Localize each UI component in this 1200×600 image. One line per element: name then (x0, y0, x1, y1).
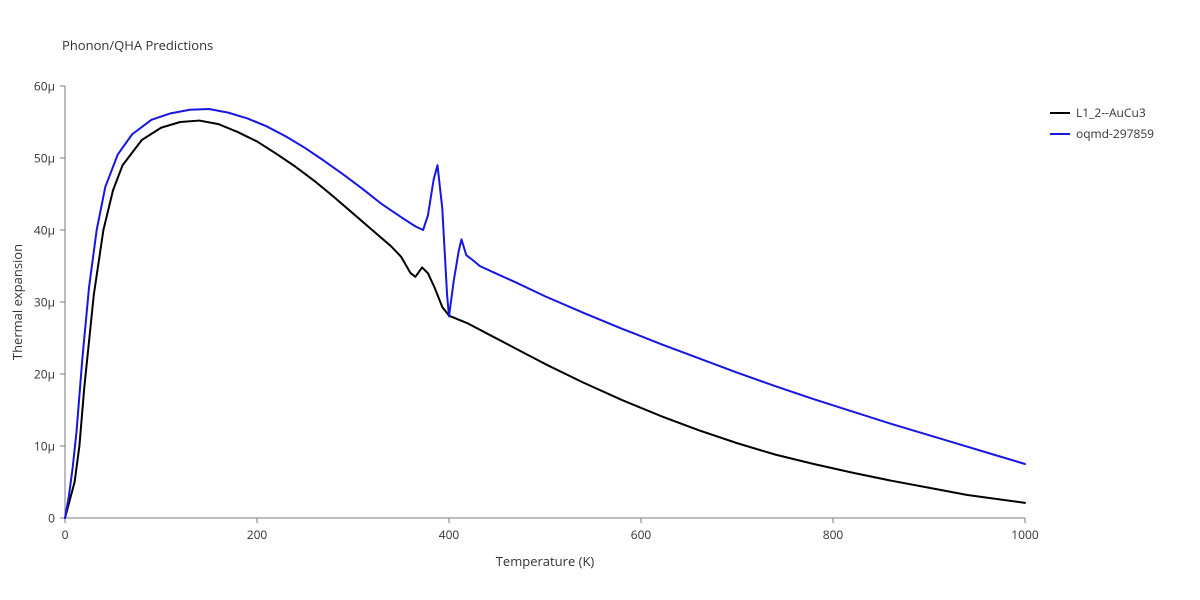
legend-swatch (1050, 133, 1070, 135)
x-tick-label: 200 (247, 526, 268, 543)
legend-label: L1_2--AuCu3 (1076, 104, 1146, 121)
legend-label: oqmd-297859 (1076, 125, 1154, 142)
chart-title: Phonon/QHA Predictions (62, 36, 213, 54)
series-line (65, 109, 1025, 518)
y-tick-label: 50µ (5, 150, 55, 167)
y-tick-label: 60µ (5, 78, 55, 95)
series-group (65, 109, 1025, 518)
series-line (65, 121, 1025, 518)
chart-svg (65, 86, 1025, 518)
x-tick-label: 0 (62, 526, 69, 543)
y-axis-title: Thermal expansion (8, 244, 26, 360)
y-tick-label: 0 (5, 510, 55, 527)
legend: L1_2--AuCu3 oqmd-297859 (1050, 104, 1154, 146)
x-tick-label: 400 (439, 526, 460, 543)
y-tick-label: 40µ (5, 222, 55, 239)
y-tick-label: 20µ (5, 366, 55, 383)
legend-swatch (1050, 112, 1070, 114)
x-tick-label: 1000 (1011, 526, 1038, 543)
plot-area: 010µ20µ30µ40µ50µ60µ 02004006008001000 (65, 86, 1025, 518)
x-axis-title: Temperature (K) (496, 552, 595, 570)
chart-container: Phonon/QHA Predictions 010µ20µ30µ40µ50µ6… (0, 0, 1200, 600)
legend-item[interactable]: oqmd-297859 (1050, 125, 1154, 142)
axes-group (60, 86, 1025, 523)
y-tick-label: 10µ (5, 438, 55, 455)
x-tick-label: 800 (823, 526, 844, 543)
x-tick-label: 600 (631, 526, 652, 543)
legend-item[interactable]: L1_2--AuCu3 (1050, 104, 1154, 121)
